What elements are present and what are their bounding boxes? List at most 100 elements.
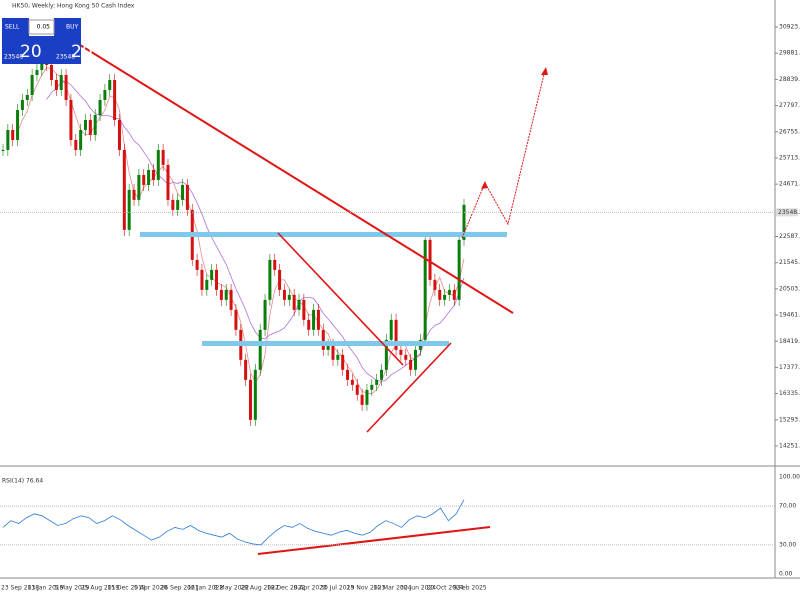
candle — [151, 169, 155, 180]
rsi-tick-label: 30.00 — [779, 541, 796, 548]
x-tick-label: 5 Apr 2020 — [134, 585, 167, 592]
candle — [355, 384, 359, 395]
x-tick-label: 20 Oct 2024 — [427, 585, 464, 592]
candle — [253, 369, 257, 420]
candle — [331, 344, 335, 360]
y-tick-label: 17377.44 — [779, 364, 800, 371]
candle — [127, 189, 131, 230]
candle — [423, 239, 427, 340]
candle — [389, 319, 393, 340]
candle — [462, 204, 466, 240]
lot-input[interactable] — [28, 19, 55, 35]
candle — [229, 289, 233, 310]
resistance-zone — [140, 232, 507, 237]
y-tick-label: 25713.44 — [779, 154, 800, 161]
candle — [108, 79, 112, 90]
x-tick-label: 9 Feb 2025 — [453, 585, 487, 592]
candle — [268, 259, 272, 300]
y-tick-label: 30923.44 — [779, 24, 800, 31]
candle — [312, 309, 316, 330]
candle — [404, 354, 408, 360]
candle — [394, 319, 398, 350]
candle — [132, 189, 136, 200]
buy-button[interactable] — [54, 18, 81, 64]
candle — [428, 239, 432, 280]
y-tick-label: 24671.44 — [779, 181, 800, 188]
candle — [142, 174, 146, 185]
candle — [59, 74, 63, 90]
candle — [447, 289, 451, 295]
candle — [205, 279, 209, 290]
candle — [292, 294, 296, 310]
candle — [263, 299, 267, 330]
x-tick-label: 10 Mar 2024 — [373, 585, 411, 592]
candle — [195, 259, 199, 270]
candle — [156, 149, 160, 180]
candle — [98, 99, 102, 115]
candle — [30, 74, 34, 95]
x-tick-label: 13 Jan 2019 — [28, 585, 64, 592]
moving-average — [17, 67, 465, 394]
current-price-label: 23548.20 — [778, 209, 800, 216]
candle — [258, 329, 262, 370]
candle — [79, 129, 83, 150]
candle — [384, 339, 388, 370]
candle — [399, 349, 403, 355]
buy-price-pips: 20 — [71, 42, 93, 62]
y-tick-label: 26755.44 — [779, 128, 800, 135]
candle — [103, 89, 107, 100]
current-price-box — [776, 208, 798, 217]
candle — [380, 369, 384, 380]
candle — [370, 384, 374, 390]
candle — [181, 184, 185, 200]
candle — [302, 299, 306, 320]
support-zone — [202, 341, 449, 346]
candle — [161, 149, 165, 165]
candle — [219, 289, 223, 300]
rsi-tick-label: 100.00 — [779, 474, 800, 481]
candle — [20, 99, 24, 110]
candle — [69, 99, 73, 140]
candle — [122, 149, 126, 230]
candle — [11, 129, 15, 140]
x-tick-label: 15 Dec 2019 — [107, 585, 146, 592]
candle — [25, 94, 29, 100]
x-tick-label: 16 Jan 2022 — [187, 585, 223, 592]
annotations — [71, 39, 548, 555]
candle — [40, 59, 44, 70]
sell-price: 23548 — [4, 54, 23, 61]
candle — [346, 369, 350, 380]
moving-average — [46, 80, 465, 382]
rsi-tick-label: 70.00 — [779, 503, 796, 510]
y-tick-label: 29881.44 — [779, 50, 800, 57]
candle — [273, 259, 277, 270]
candle — [147, 169, 151, 185]
x-tick-label: 25 Aug 2019 — [81, 585, 120, 592]
candle — [74, 139, 78, 150]
candle — [200, 269, 204, 290]
candle — [6, 129, 10, 150]
arrow-head — [541, 67, 548, 75]
y-tick-label: 22587.44 — [779, 233, 800, 240]
candle — [83, 119, 87, 130]
candle — [316, 309, 320, 330]
candle — [452, 289, 456, 300]
candle — [244, 359, 248, 380]
candle — [185, 184, 189, 210]
candle — [137, 174, 141, 200]
rsi-line — [2, 499, 465, 546]
chart-title: HK50, Weekly: Hong Kong 50 Cash Index — [12, 3, 135, 10]
candle — [375, 379, 379, 385]
candle — [234, 309, 238, 330]
rsi-tick-label: 0.00 — [779, 571, 793, 578]
x-tick-label: 18 Dec 2022 — [267, 585, 306, 592]
trade-panel: SELL BUY 0.05 23548 20 23548 20 — [2, 18, 93, 64]
candle — [113, 79, 117, 120]
candle — [50, 64, 54, 80]
sell-button[interactable] — [2, 18, 29, 64]
candle — [365, 389, 369, 405]
candle — [297, 299, 301, 310]
price-chart — [1, 53, 466, 426]
candle — [64, 74, 68, 100]
